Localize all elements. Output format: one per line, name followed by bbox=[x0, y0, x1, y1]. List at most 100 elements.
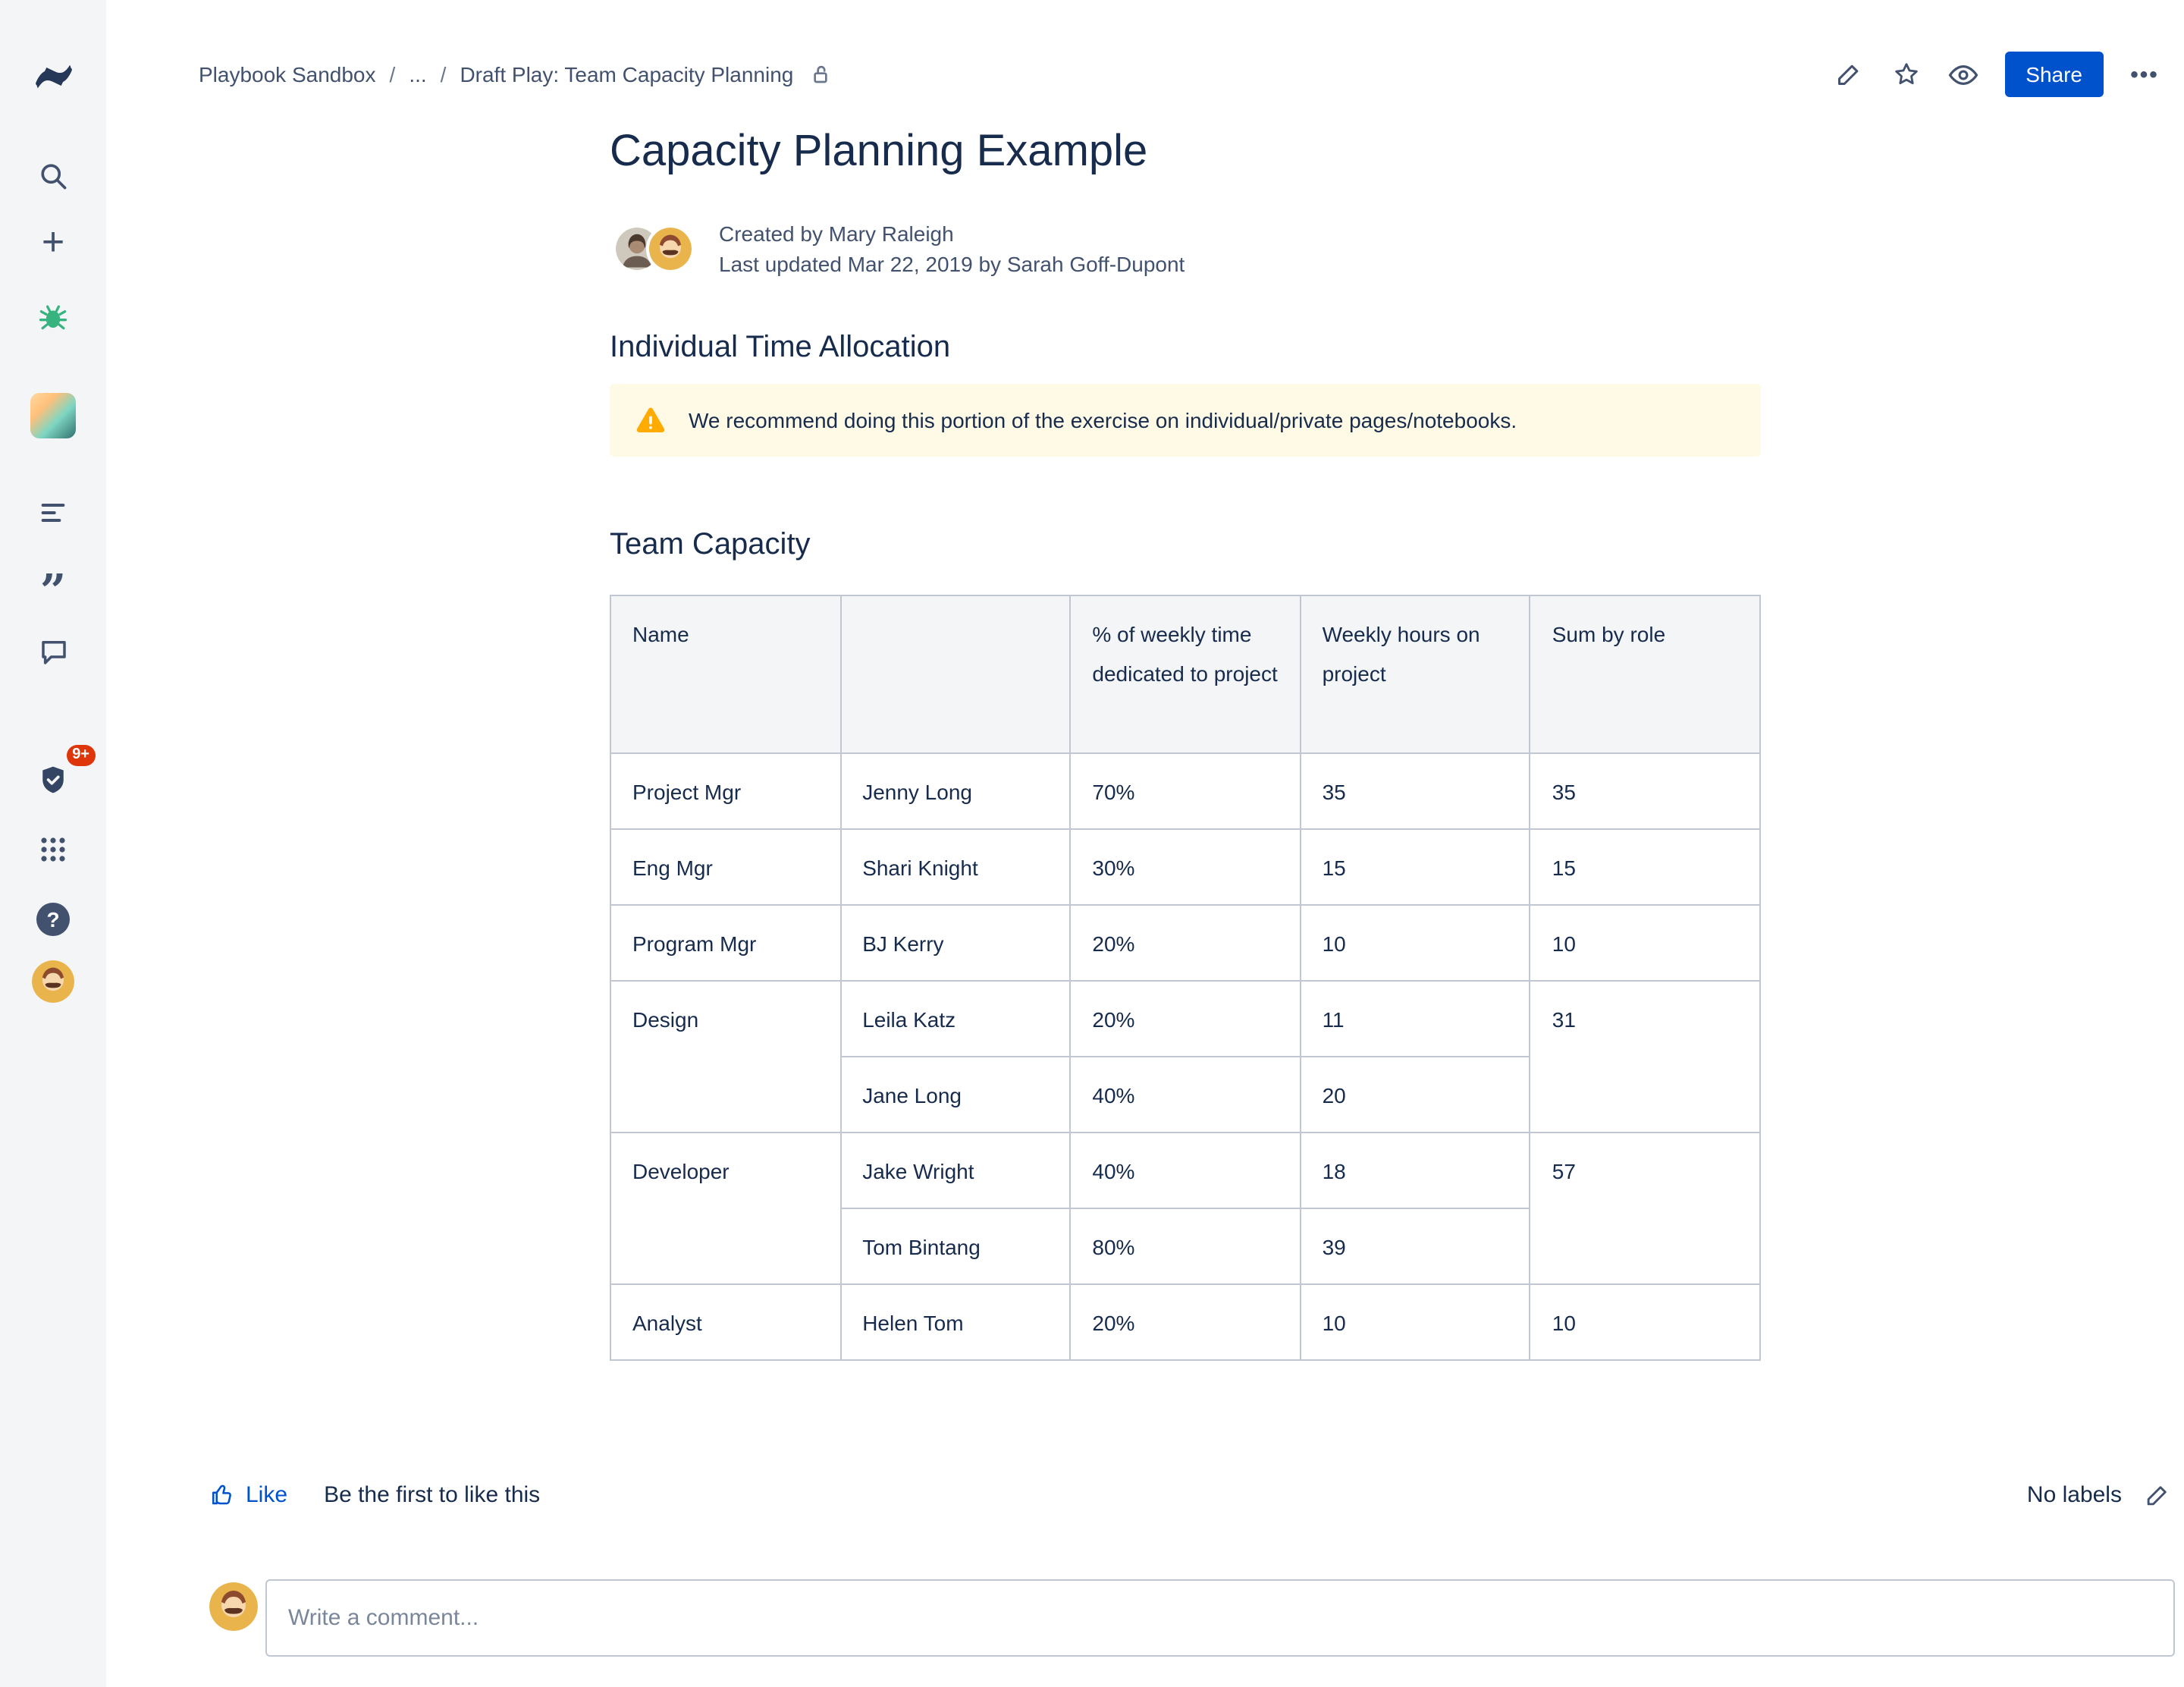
comment-bubble-icon[interactable] bbox=[29, 627, 77, 675]
no-labels-text: No labels bbox=[2026, 1481, 2122, 1507]
byline-text: Created by Mary Raleigh Last updated Mar… bbox=[719, 218, 1185, 279]
space-avatar-image bbox=[30, 393, 76, 438]
cell-sum: 10 bbox=[1529, 1283, 1761, 1361]
breadcrumb-space-link[interactable]: Playbook Sandbox bbox=[199, 62, 376, 86]
team-capacity-table: Name % of weekly time dedicated to proje… bbox=[610, 595, 1761, 1361]
cell-role: Developer bbox=[610, 1132, 842, 1285]
warning-icon bbox=[636, 407, 665, 432]
confluence-logo-icon bbox=[35, 64, 71, 88]
cell-hours: 20 bbox=[1299, 1056, 1531, 1133]
cell-person: BJ Kerry bbox=[839, 904, 1072, 982]
edit-icon[interactable] bbox=[1831, 58, 1865, 91]
cell-pct: 20% bbox=[1069, 980, 1301, 1057]
cell-role: Analyst bbox=[610, 1283, 842, 1361]
table-row: Jane Long 40% 20 bbox=[610, 1056, 1760, 1133]
cell-role: Eng Mgr bbox=[610, 828, 842, 906]
cell-person: Shari Knight bbox=[839, 828, 1072, 906]
confluence-logo[interactable] bbox=[29, 52, 77, 100]
watch-icon[interactable] bbox=[1947, 58, 1980, 91]
like-label: Like bbox=[246, 1481, 288, 1507]
byline: Created by Mary Raleigh Last updated Mar… bbox=[613, 218, 1185, 279]
cell-pct: 80% bbox=[1069, 1208, 1301, 1285]
cell-role: Program Mgr bbox=[610, 904, 842, 982]
breadcrumb-ellipsis[interactable]: ... bbox=[409, 62, 427, 86]
share-button[interactable]: Share bbox=[2004, 52, 2104, 97]
cell-pct: 20% bbox=[1069, 904, 1301, 982]
cell-hours: 39 bbox=[1299, 1208, 1531, 1285]
edit-labels-icon[interactable] bbox=[2140, 1478, 2173, 1511]
breadcrumb-page-link[interactable]: Draft Play: Team Capacity Planning bbox=[460, 62, 794, 86]
section-heading-individual: Individual Time Allocation bbox=[610, 331, 951, 364]
comment-input[interactable] bbox=[265, 1579, 2175, 1657]
quote-icon[interactable]: ” bbox=[39, 566, 67, 619]
table-row: Tom Bintang 80% 39 bbox=[610, 1208, 1760, 1285]
section-heading-team: Team Capacity bbox=[610, 528, 811, 561]
like-button[interactable]: Like bbox=[209, 1481, 287, 1508]
thumbs-up-icon bbox=[212, 1484, 231, 1505]
cell-hours: 10 bbox=[1299, 904, 1531, 982]
cell-sum: 35 bbox=[1529, 752, 1761, 830]
cell-pct: 20% bbox=[1069, 1283, 1301, 1361]
cell-pct: 30% bbox=[1069, 828, 1301, 906]
space-avatar[interactable] bbox=[29, 391, 77, 440]
cell-hours: 18 bbox=[1299, 1132, 1531, 1209]
byline-avatars bbox=[613, 225, 695, 273]
notifications-icon[interactable]: 9+ bbox=[29, 745, 96, 804]
cell-person: Tom Bintang bbox=[839, 1208, 1072, 1285]
cell-person: Helen Tom bbox=[839, 1283, 1072, 1361]
editor-avatar[interactable] bbox=[646, 225, 695, 273]
bug-app-icon[interactable] bbox=[29, 293, 77, 341]
table-row: Program Mgr BJ Kerry 20% 10 10 bbox=[610, 904, 1761, 982]
table-row: Developer Jake Wright 40% 18 57 bbox=[610, 1132, 1761, 1285]
col-header-role: Name bbox=[610, 595, 842, 754]
profile-avatar-image bbox=[32, 960, 74, 1003]
profile-avatar[interactable] bbox=[29, 957, 77, 1006]
search-icon[interactable] bbox=[29, 152, 77, 200]
table-row: Project Mgr Jenny Long 70% 35 35 bbox=[610, 752, 1761, 830]
notification-badge: 9+ bbox=[66, 745, 96, 766]
cell-person: Jake Wright bbox=[839, 1132, 1072, 1209]
cell-role: Design bbox=[610, 980, 842, 1133]
page-title: Capacity Planning Example bbox=[610, 127, 1148, 176]
recent-pages-icon[interactable] bbox=[29, 489, 77, 537]
breadcrumb-separator: / bbox=[389, 62, 396, 86]
create-icon[interactable]: + bbox=[41, 218, 65, 264]
cell-person: Jane Long bbox=[839, 1056, 1072, 1133]
cell-hours: 35 bbox=[1299, 752, 1531, 830]
cell-hours: 11 bbox=[1299, 980, 1531, 1057]
col-header-hours: Weekly hours on project bbox=[1299, 595, 1531, 754]
breadcrumb: Playbook Sandbox / ... / Draft Play: Tea… bbox=[199, 61, 834, 88]
star-icon[interactable] bbox=[1889, 58, 1922, 91]
warning-text: We recommend doing this portion of the e… bbox=[689, 408, 1517, 432]
cell-pct: 70% bbox=[1069, 752, 1301, 830]
cell-sum: 57 bbox=[1529, 1132, 1761, 1285]
cell-sum: 10 bbox=[1529, 904, 1761, 982]
cell-pct: 40% bbox=[1069, 1132, 1301, 1209]
cell-role: Project Mgr bbox=[610, 752, 842, 830]
cell-pct: 40% bbox=[1069, 1056, 1301, 1133]
app-switcher-icon[interactable] bbox=[29, 825, 77, 874]
warning-panel: We recommend doing this portion of the e… bbox=[610, 384, 1761, 457]
cell-sum: 15 bbox=[1529, 828, 1761, 906]
help-icon[interactable]: ? bbox=[29, 895, 77, 944]
cell-hours: 10 bbox=[1299, 1283, 1531, 1361]
cell-person: Leila Katz bbox=[839, 980, 1072, 1057]
global-sidebar: + ” bbox=[0, 0, 106, 1687]
commenter-avatar bbox=[209, 1582, 258, 1631]
cell-hours: 15 bbox=[1299, 828, 1531, 906]
created-by-line: Created by Mary Raleigh bbox=[719, 221, 954, 246]
top-bar: Playbook Sandbox / ... / Draft Play: Tea… bbox=[106, 0, 2184, 134]
col-header-pct: % of weekly time dedicated to project bbox=[1069, 595, 1301, 754]
table-row: Analyst Helen Tom 20% 10 10 bbox=[610, 1283, 1761, 1361]
unlock-icon[interactable] bbox=[807, 61, 834, 88]
more-icon[interactable]: ••• bbox=[2130, 61, 2159, 87]
cell-sum: 31 bbox=[1529, 980, 1761, 1133]
labels-group: No labels bbox=[2027, 1478, 2173, 1511]
page-actions: Share ••• bbox=[1831, 50, 2161, 99]
table-row: Design Leila Katz 20% 11 31 bbox=[610, 980, 1761, 1133]
table-header-row: Name % of weekly time dedicated to proje… bbox=[610, 595, 1761, 754]
like-hint: Be the first to like this bbox=[324, 1481, 541, 1507]
col-header-sum: Sum by role bbox=[1529, 595, 1761, 754]
page-footer: Like Be the first to like this No labels bbox=[209, 1469, 2173, 1520]
